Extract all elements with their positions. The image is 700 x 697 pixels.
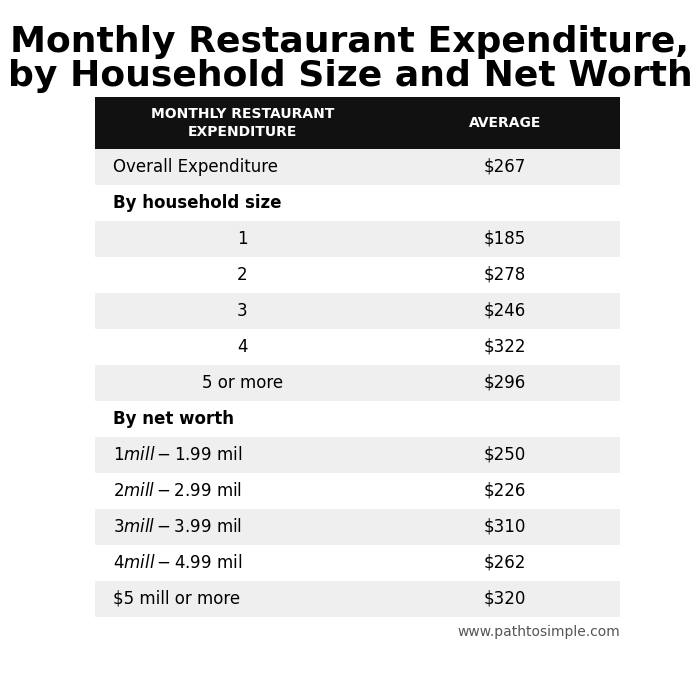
Bar [95,365,620,401]
Text: $1 mill - $1.99 mil: $1 mill - $1.99 mil [113,446,242,464]
Text: $296: $296 [484,374,526,392]
Text: by Household Size and Net Worth: by Household Size and Net Worth [8,59,692,93]
Bar [95,401,620,437]
Bar [95,97,620,149]
Bar [95,329,620,365]
Text: www.pathtosimple.com: www.pathtosimple.com [457,625,620,639]
Text: 4: 4 [237,338,248,356]
Bar [95,257,620,293]
Text: $226: $226 [484,482,526,500]
Text: 5 or more: 5 or more [202,374,283,392]
Text: $2 mill - $2.99 mil: $2 mill - $2.99 mil [113,482,242,500]
Text: 1: 1 [237,230,248,248]
Text: Overall Expenditure: Overall Expenditure [113,158,278,176]
Bar [95,545,620,581]
Text: $267: $267 [484,158,526,176]
Text: $3 mill - $3.99 mil: $3 mill - $3.99 mil [113,518,242,536]
Text: $250: $250 [484,446,526,464]
Text: $262: $262 [484,554,526,572]
Text: Monthly Restaurant Expenditure,: Monthly Restaurant Expenditure, [10,25,690,59]
Text: $4 mill - $4.99 mil: $4 mill - $4.99 mil [113,554,242,572]
Bar [95,437,620,473]
Text: $322: $322 [484,338,526,356]
Text: $278: $278 [484,266,526,284]
Bar [95,149,620,185]
Bar [95,473,620,509]
Bar [95,221,620,257]
Text: MONTHLY RESTAURANT
EXPENDITURE: MONTHLY RESTAURANT EXPENDITURE [150,107,334,139]
Text: $246: $246 [484,302,526,320]
Bar [95,581,620,617]
Text: By net worth: By net worth [113,410,234,428]
Bar [95,293,620,329]
Text: $185: $185 [484,230,526,248]
Text: AVERAGE: AVERAGE [469,116,541,130]
Text: 3: 3 [237,302,248,320]
Text: 2: 2 [237,266,248,284]
Text: $5 mill or more: $5 mill or more [113,590,240,608]
Text: By household size: By household size [113,194,281,212]
Text: $310: $310 [484,518,526,536]
Bar [95,509,620,545]
Text: $320: $320 [484,590,526,608]
Bar [95,185,620,221]
